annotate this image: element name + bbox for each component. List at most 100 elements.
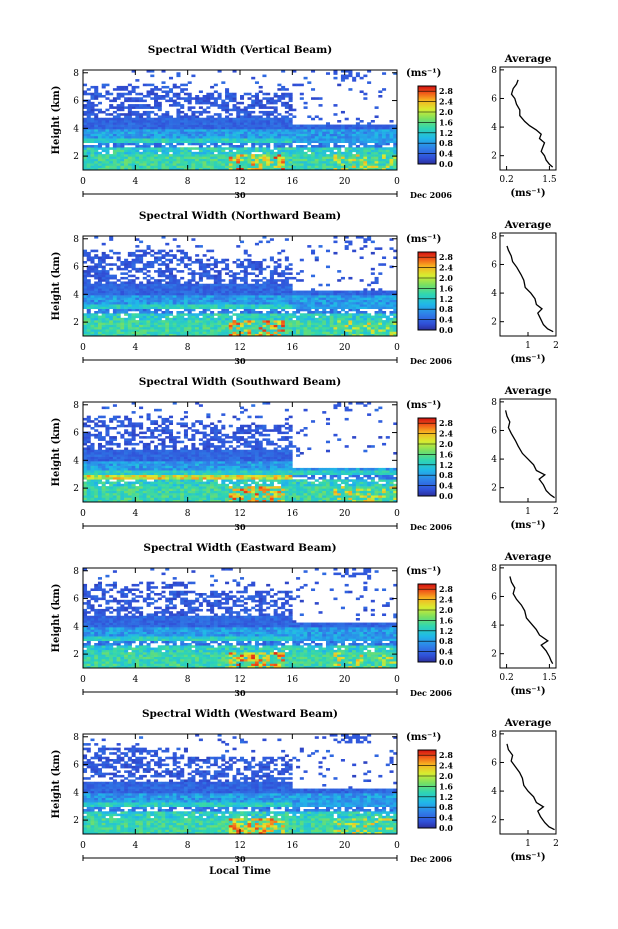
heatmap-cell [135, 261, 140, 264]
heatmap-cell [232, 286, 237, 289]
heatmap-cell [105, 490, 110, 494]
heatmap-cell [337, 167, 342, 171]
heatmap-cell [251, 301, 256, 305]
heatmap-cell [288, 326, 293, 330]
heatmap-cell [172, 129, 177, 132]
heatmap-cell [240, 101, 245, 105]
heatmap-cell [161, 138, 166, 141]
heatmap-cell [86, 133, 91, 137]
heatmap-cell [258, 115, 263, 119]
heatmap-cell [322, 306, 327, 310]
heatmap-cell [367, 297, 372, 300]
heatmap-cell [157, 104, 162, 107]
heatmap-cell [176, 133, 181, 137]
heatmap-cell [120, 92, 125, 96]
heatmap-cell [124, 306, 129, 310]
heatmap-cell [262, 165, 267, 169]
heatmap-cell [370, 120, 375, 123]
heatmap-cell [109, 467, 114, 471]
heatmap-cell [296, 329, 301, 332]
heatmap-cell [359, 236, 364, 239]
heatmap-cell [180, 258, 185, 262]
heatmap-cell [367, 160, 372, 164]
heatmap-cell [90, 499, 95, 503]
profile-y-tick-label: 4 [491, 123, 497, 133]
heatmap-cell [284, 326, 289, 330]
heatmap-cell [281, 288, 286, 291]
heatmap-cell [86, 465, 91, 469]
heatmap-cell [333, 240, 338, 244]
heatmap-cell [318, 158, 323, 162]
heatmap-cell [120, 140, 125, 144]
heatmap-cell [288, 133, 293, 137]
heatmap-cell [101, 83, 106, 87]
heatmap-cell [105, 329, 110, 332]
heatmap-cell [90, 297, 95, 300]
heatmap-cell [150, 317, 155, 321]
heatmap-cell [243, 156, 248, 159]
heatmap-cell [258, 167, 263, 171]
heatmap-cell [243, 295, 248, 298]
heatmap-cell [333, 72, 338, 75]
heatmap-cell [120, 308, 125, 312]
heatmap-cell [112, 458, 117, 462]
heatmap-cell [202, 138, 207, 141]
heatmap-cell [262, 329, 267, 332]
heatmap-cell [86, 117, 91, 121]
heatmap-cell [146, 163, 151, 166]
heatmap-cell [83, 138, 88, 141]
heatmap-cell [228, 138, 233, 141]
heatmap-cell [168, 120, 174, 123]
heatmap-cell [217, 124, 222, 128]
heatmap-cell [146, 90, 151, 94]
heatmap-cell [262, 306, 267, 310]
heatmap-cell [344, 329, 349, 332]
heatmap-cell [180, 90, 185, 94]
heatmap-cell [183, 324, 188, 328]
heatmap-cell [243, 320, 248, 323]
heatmap-cell [225, 258, 230, 262]
heatmap-cell [228, 129, 233, 132]
heatmap-cell [86, 158, 91, 162]
heatmap-cell [299, 331, 304, 335]
heatmap-cell [281, 304, 286, 307]
heatmap-cell [217, 281, 222, 285]
heatmap-cell [247, 263, 252, 266]
heatmap-cell [355, 292, 360, 296]
heatmap-cell [266, 288, 271, 291]
heatmap-cell [247, 106, 252, 109]
heatmap-cell [225, 163, 230, 166]
heatmap-cell [161, 279, 166, 282]
heatmap-cell [385, 129, 390, 132]
heatmap-cell [83, 151, 88, 155]
heatmap-cell [202, 165, 207, 169]
heatmap-cell [225, 115, 230, 119]
heatmap-cell [236, 156, 241, 159]
heatmap-cell [135, 286, 140, 289]
heatmap-cell [269, 308, 274, 312]
heatmap-cell [311, 306, 316, 310]
heatmap-cell [236, 101, 241, 105]
heatmap-cell [240, 320, 245, 323]
heatmap-cell [90, 95, 95, 98]
heatmap-cell [337, 297, 342, 300]
heatmap-cell [337, 301, 342, 305]
heatmap-cell [240, 126, 245, 130]
heatmap-cell [352, 167, 357, 171]
heatmap-cell [112, 306, 117, 310]
heatmap-cell [251, 115, 256, 119]
heatmap-cell [86, 483, 91, 487]
heatmap-cell [124, 311, 129, 314]
heatmap-cell [284, 258, 289, 262]
heatmap-cell [385, 158, 390, 162]
heatmap-cell [195, 331, 200, 335]
heatmap-cell [217, 113, 222, 116]
heatmap-cell [296, 154, 301, 157]
heatmap-cell [105, 467, 110, 471]
heatmap-cell [161, 145, 166, 148]
heatmap-cell [348, 326, 353, 330]
heatmap-cell [299, 158, 304, 162]
heatmap-cell [374, 147, 379, 150]
heatmap-cell [225, 263, 230, 266]
heatmap-cell [325, 158, 331, 162]
